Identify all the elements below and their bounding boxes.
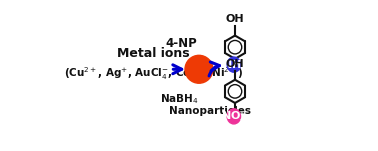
Text: NO$_2$: NO$_2$ <box>222 109 246 123</box>
Text: Metal ions: Metal ions <box>117 47 190 59</box>
Text: NaBH$_4$: NaBH$_4$ <box>161 93 199 106</box>
Text: (Cu$^{2+}$, Ag$^{+}$, AuCl$_4^{-}$, Co$^{2+}$, Ni$^{2+}$): (Cu$^{2+}$, Ag$^{+}$, AuCl$_4^{-}$, Co$^… <box>64 66 243 82</box>
Text: NH$_2$: NH$_2$ <box>222 58 246 72</box>
Ellipse shape <box>227 109 240 124</box>
Text: 4-NP: 4-NP <box>166 37 197 50</box>
FancyArrowPatch shape <box>209 62 220 76</box>
Text: OH: OH <box>226 14 244 24</box>
Circle shape <box>185 55 213 83</box>
Text: Nanoparticles: Nanoparticles <box>169 106 251 116</box>
Text: OH: OH <box>226 59 244 69</box>
Ellipse shape <box>227 57 240 72</box>
